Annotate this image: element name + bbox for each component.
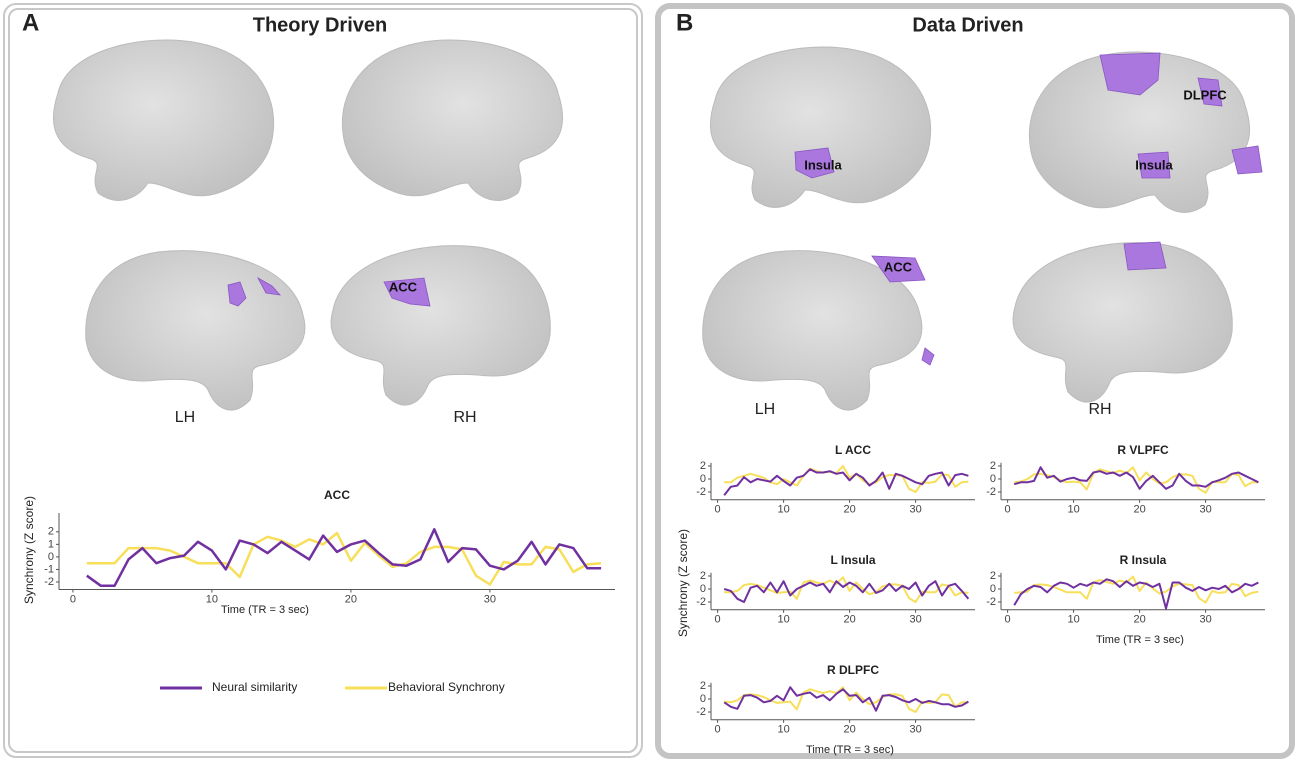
x-tick-label: 10 bbox=[777, 724, 789, 736]
y-tick-label: 2 bbox=[48, 526, 54, 538]
series-line bbox=[87, 529, 601, 585]
series-line bbox=[1014, 579, 1258, 608]
x-tick-label: 0 bbox=[715, 614, 721, 626]
x-tick-label: 0 bbox=[715, 724, 721, 736]
x-tick-label: 0 bbox=[715, 504, 721, 516]
x-axis-label: Time (TR = 3 sec) bbox=[806, 744, 894, 756]
legend-label: Neural similarity bbox=[212, 680, 297, 694]
x-tick-label: 10 bbox=[777, 614, 789, 626]
x-axis-label: Time (TR = 3 sec) bbox=[221, 604, 309, 616]
x-tick-label: 20 bbox=[843, 504, 855, 516]
chart-title: L Insula bbox=[830, 553, 875, 567]
y-tick-label: -2 bbox=[696, 486, 706, 498]
series-line bbox=[1014, 467, 1258, 489]
y-tick-label: -2 bbox=[696, 706, 706, 718]
region-label: Insula bbox=[1135, 157, 1173, 172]
x-tick-label: 20 bbox=[843, 614, 855, 626]
x-tick-label: 10 bbox=[1067, 614, 1079, 626]
y-tick-label: 0 bbox=[700, 583, 706, 595]
legend-label: Behavioral Synchrony bbox=[388, 680, 505, 694]
brain-lh-lateral bbox=[710, 47, 930, 207]
y-tick-label: 0 bbox=[700, 473, 706, 485]
y-tick-label: 0 bbox=[990, 583, 996, 595]
chart-title: R Insula bbox=[1120, 553, 1167, 567]
brain-lh-lateral bbox=[53, 40, 273, 200]
series-line bbox=[87, 533, 601, 584]
x-axis-label: Time (TR = 3 sec) bbox=[1096, 634, 1184, 646]
chart-title: R DLPFC bbox=[827, 663, 879, 677]
brain-rh-medial bbox=[1013, 243, 1232, 402]
x-tick-label: 20 bbox=[345, 593, 357, 605]
x-tick-label: 10 bbox=[1067, 504, 1079, 516]
region-label: DLPFC bbox=[1183, 87, 1227, 102]
y-tick-label: 2 bbox=[990, 460, 996, 472]
region-label: ACC bbox=[884, 259, 913, 274]
y-axis-label: Synchrony (Z score) bbox=[676, 529, 690, 637]
x-tick-label: 10 bbox=[206, 593, 218, 605]
x-tick-label: 20 bbox=[1133, 504, 1145, 516]
region-blob bbox=[1232, 146, 1262, 174]
x-tick-label: 30 bbox=[909, 504, 921, 516]
chart-title: L ACC bbox=[835, 443, 871, 457]
y-tick-label: -2 bbox=[986, 486, 996, 498]
x-tick-label: 0 bbox=[70, 593, 76, 605]
y-tick-label: -2 bbox=[696, 596, 706, 608]
hemisphere-label: LH bbox=[175, 409, 195, 426]
x-tick-label: 0 bbox=[1005, 504, 1011, 516]
brain-rh-medial bbox=[331, 246, 550, 405]
y-tick-label: 2 bbox=[700, 460, 706, 472]
panel-title: Theory Driven bbox=[253, 14, 387, 36]
y-axis-label: Synchrony (Z score) bbox=[22, 496, 36, 604]
panel-letter: A bbox=[22, 9, 39, 36]
x-tick-label: 30 bbox=[1199, 504, 1211, 516]
series-line bbox=[724, 687, 968, 710]
chart-title: ACC bbox=[324, 488, 350, 502]
y-tick-label: -1 bbox=[44, 563, 54, 575]
y-tick-label: 0 bbox=[990, 473, 996, 485]
chart-title: R VLPFC bbox=[1117, 443, 1169, 457]
region-blob bbox=[922, 348, 934, 365]
figure: A Theory Driven LH RH ACC B Data Driven … bbox=[0, 0, 1298, 762]
x-tick-label: 0 bbox=[1005, 614, 1011, 626]
region-blob bbox=[1124, 242, 1166, 270]
x-tick-label: 20 bbox=[843, 724, 855, 736]
hemisphere-label: LH bbox=[755, 401, 775, 418]
x-tick-label: 10 bbox=[777, 504, 789, 516]
y-tick-label: 1 bbox=[48, 538, 54, 550]
y-tick-label: 0 bbox=[700, 693, 706, 705]
y-tick-label: -2 bbox=[44, 576, 54, 588]
hemisphere-label: RH bbox=[1088, 401, 1111, 418]
brain-lh-medial bbox=[86, 251, 305, 410]
x-tick-label: 30 bbox=[484, 593, 496, 605]
region-label: Insula bbox=[804, 157, 842, 172]
x-tick-label: 30 bbox=[909, 614, 921, 626]
y-tick-label: -2 bbox=[986, 596, 996, 608]
panel-letter: B bbox=[676, 9, 693, 36]
brain-rh-lateral bbox=[342, 40, 562, 200]
hemisphere-label: RH bbox=[453, 409, 476, 426]
y-tick-label: 2 bbox=[700, 680, 706, 692]
y-tick-label: 0 bbox=[48, 551, 54, 563]
region-label: ACC bbox=[389, 279, 418, 294]
y-tick-label: 2 bbox=[990, 570, 996, 582]
x-tick-label: 30 bbox=[909, 724, 921, 736]
x-tick-label: 30 bbox=[1199, 614, 1211, 626]
x-tick-label: 20 bbox=[1133, 614, 1145, 626]
y-tick-label: 2 bbox=[700, 570, 706, 582]
panel-title: Data Driven bbox=[912, 14, 1023, 36]
